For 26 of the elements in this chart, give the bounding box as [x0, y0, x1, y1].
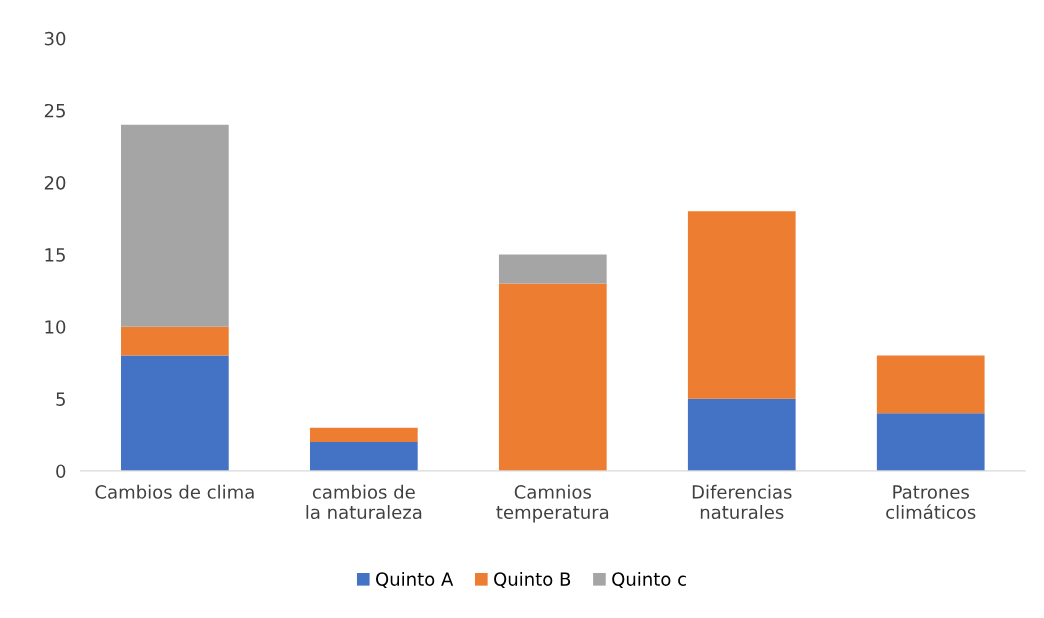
- y-tick-label: 15: [45, 248, 65, 262]
- y-tick-label: 0: [56, 464, 66, 479]
- y-tick-label: 10: [45, 320, 66, 334]
- x-tick-label: Camnios temperatura: [496, 484, 609, 523]
- x-tick-label: Patrones climáticos: [886, 485, 976, 519]
- bar: [309, 427, 418, 443]
- x-tick-label: Diferencias naturales: [692, 484, 792, 519]
- legend-label: Quinto B: [494, 571, 571, 588]
- bar: [309, 442, 418, 471]
- bar: [876, 355, 985, 414]
- bar: [498, 254, 607, 284]
- bar: [121, 355, 229, 471]
- bar: [876, 413, 985, 471]
- x-tick-label: Cambios de clima: [95, 484, 254, 499]
- legend-label: Quinto c: [612, 571, 686, 588]
- x-tick-label: cambios de la naturaleza: [306, 484, 422, 519]
- bar: [121, 124, 229, 327]
- y-tick-label: 30: [44, 31, 66, 46]
- y-tick-label: 20: [44, 175, 66, 190]
- y-tick-label: 25: [44, 103, 65, 118]
- legend-label: Quinto A: [376, 571, 454, 588]
- bar: [687, 398, 796, 471]
- y-tick-label: 5: [56, 392, 65, 406]
- bar: [498, 283, 607, 471]
- bar: [687, 211, 796, 399]
- bar: [121, 326, 229, 356]
